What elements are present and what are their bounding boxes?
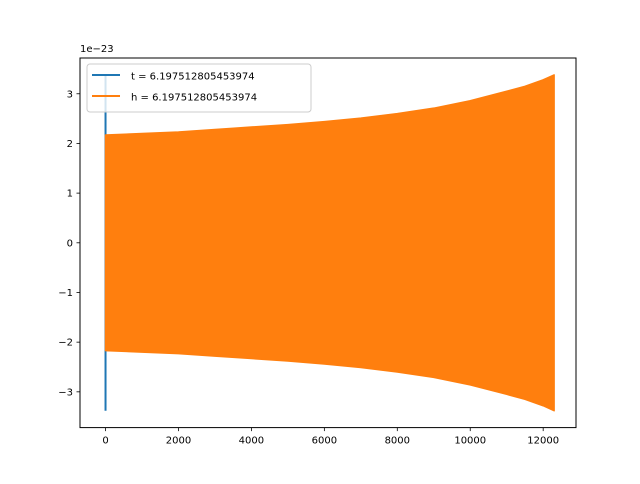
y-tick-label: 3 [67,89,73,100]
y-tick-label: 0 [67,238,73,249]
x-tick-label: 10000 [454,436,486,447]
y-tick-label: −3 [58,387,73,398]
y-offset-label: 1e−23 [80,44,114,55]
y-axis-ticks: −3 −2 −1 0 1 2 3 [58,89,80,398]
plot-series [104,74,555,412]
y-tick-label: −1 [58,288,73,299]
y-tick-label: −2 [58,338,73,349]
x-tick-label: 2000 [166,436,191,447]
x-tick-label: 8000 [385,436,410,447]
x-axis-ticks: 0 2000 4000 6000 8000 10000 12000 [102,427,559,447]
y-tick-label: 2 [67,139,73,150]
legend-label: t = 6.197512805453974 [131,72,255,83]
legend-box [86,63,312,113]
x-tick-label: 4000 [239,436,264,447]
y-tick-label: 1 [67,189,73,200]
x-tick-label: 0 [102,436,108,447]
x-tick-label: 12000 [527,436,559,447]
series-band-h [104,74,555,412]
legend-label: h = 6.197512805453974 [131,93,257,104]
legend: t = 6.197512805453974 h = 6.1975128054539… [86,63,312,113]
x-tick-label: 6000 [312,436,337,447]
